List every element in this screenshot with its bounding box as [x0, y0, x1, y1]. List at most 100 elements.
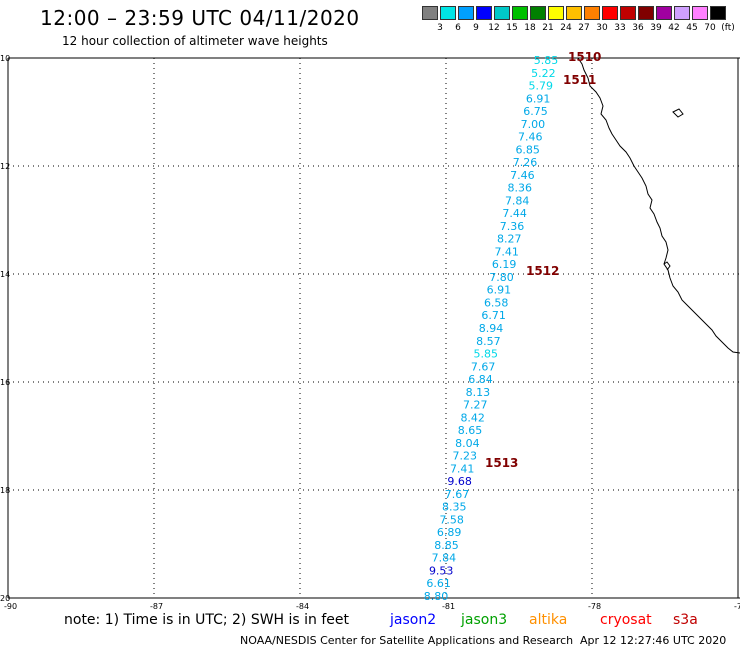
- pass-label: 1510: [568, 50, 601, 64]
- satellite-jason3: jason3: [461, 612, 508, 628]
- pass-number-labels: 1510 1511 1512 1513: [485, 50, 601, 470]
- units-note: note: 1) Time is in UTC; 2) SWH is in fe…: [64, 612, 350, 628]
- satellite-jason2: jason2: [390, 612, 437, 628]
- wave-height-value: 8.35: [442, 501, 467, 514]
- wave-height-value: 5.22: [531, 67, 556, 80]
- wave-height-value: 6.91: [487, 284, 512, 297]
- colorbar-swatch: [584, 6, 600, 20]
- lon-label: -78: [588, 602, 601, 611]
- colorbar-swatch: [710, 6, 726, 20]
- colorbar-swatch: [476, 6, 492, 20]
- colorbar-tick-label: 27: [578, 23, 590, 33]
- colorbar-tick-label: 70: [704, 23, 716, 33]
- lat-label: 14: [0, 270, 10, 279]
- colorbar-tick-label: 9: [473, 23, 479, 33]
- wave-height-value: 6.58: [484, 297, 509, 310]
- wave-height-value: 7.23: [453, 450, 478, 463]
- central-america-coastline: [577, 57, 740, 354]
- colorbar-swatch: [566, 6, 582, 20]
- colorbar-tick-label: 3: [437, 23, 443, 33]
- wave-height-value: 7.84: [505, 194, 530, 207]
- colorbar-tick-label: 42: [668, 23, 680, 33]
- wave-height-value: 8.80: [424, 590, 449, 603]
- lat-label: 18: [0, 486, 10, 495]
- colorbar-swatch: [620, 6, 636, 20]
- wave-height-value: 7.44: [502, 207, 527, 220]
- lon-label: -90: [4, 602, 17, 611]
- island: [672, 108, 684, 118]
- lat-label: 16: [0, 378, 10, 387]
- colorbar-tick-label: 6: [455, 23, 461, 33]
- wave-height-value: 8.42: [460, 411, 485, 424]
- colorbar-tick-label: 15: [506, 23, 518, 33]
- wave-height-value: 9.53: [429, 565, 454, 578]
- colorbar-swatch: [530, 6, 546, 20]
- satellite-s3a: s3a: [673, 612, 698, 628]
- wave-height-value: 6.91: [526, 92, 551, 105]
- wave-height-value: 6.75: [523, 105, 548, 118]
- lon-label: -75: [734, 602, 740, 611]
- wave-height-value: 8.13: [466, 386, 491, 399]
- wave-height-value: 8.65: [458, 424, 483, 437]
- lon-label: -81: [442, 602, 455, 611]
- lon-label: -87: [150, 602, 163, 611]
- pass-label: 1513: [485, 456, 518, 470]
- gulf-inlet: [663, 261, 671, 271]
- wave-height-value: 8.94: [479, 322, 504, 335]
- wave-height-value: 5.85: [474, 348, 499, 361]
- lat-label: 10: [0, 54, 10, 63]
- wave-height-value: 5.79: [529, 80, 554, 93]
- wave-height-value: 6.85: [515, 143, 540, 156]
- colorbar-tick-label: 21: [542, 23, 554, 33]
- coastline: [577, 57, 740, 354]
- wave-height-value: 7.80: [489, 271, 514, 284]
- colorbar-swatch: [512, 6, 528, 20]
- map-subtitle: 12 hour collection of altimeter wave hei…: [62, 34, 328, 48]
- lon-label: -84: [296, 602, 309, 611]
- wave-height-value: 7.00: [521, 118, 546, 131]
- colorbar-tick-label: 45: [686, 23, 698, 33]
- lat-lon-grid: -90 -87 -84 -81 -78 -75 10 12 14 16 18 20: [0, 54, 740, 611]
- wave-height-value: 8.85: [434, 539, 459, 552]
- satellite-altika: altika: [529, 612, 568, 628]
- map-title: 12:00 – 23:59 UTC 04/11/2020: [40, 6, 360, 30]
- wave-height-value: 7.41: [450, 462, 475, 475]
- wave-height-value: 8.27: [497, 233, 522, 246]
- wave-height-value: 7.67: [445, 488, 470, 501]
- wave-height-value: 6.84: [468, 373, 493, 386]
- wave-height-value: 8.04: [455, 437, 480, 450]
- colorbar-swatch: [458, 6, 474, 20]
- colorbar-swatch: [656, 6, 672, 20]
- wave-height-value: 6.61: [426, 577, 451, 590]
- generation-timestamp: Apr 12 12:27:46 UTC 2020: [580, 634, 727, 647]
- colorbar-tick-label: 18: [524, 23, 536, 33]
- colorbar-swatch: [440, 6, 456, 20]
- wave-height-value: 7.46: [510, 169, 535, 182]
- wave-height-value: 6.19: [492, 258, 517, 271]
- wave-height-value: 8.36: [508, 182, 533, 195]
- colorbar-tick-label: 33: [614, 23, 626, 33]
- wave-height-track: 5.855.225.796.916.757.007.466.857.267.46…: [424, 54, 559, 603]
- wave-height-value: 9.68: [447, 475, 472, 488]
- wave-height-value: 8.57: [476, 335, 501, 348]
- wave-height-value: 6.89: [437, 526, 462, 539]
- wave-height-value: 5.85: [534, 54, 559, 67]
- colorbar-tick-label: 24: [560, 23, 572, 33]
- colorbar-tick-label: 36: [632, 23, 644, 33]
- credit-line: NOAA/NESDIS Center for Satellite Applica…: [240, 634, 574, 647]
- pass-label: 1512: [526, 264, 559, 278]
- colorbar-tick-label: 30: [596, 23, 608, 33]
- colorbar-swatch: [638, 6, 654, 20]
- colorbar-swatch: [548, 6, 564, 20]
- colorbar-tick-label: 12: [488, 23, 500, 33]
- colorbar-swatch: [494, 6, 510, 20]
- satellite-cryosat: cryosat: [600, 612, 652, 628]
- wave-height-value: 7.27: [463, 399, 488, 412]
- wave-height-value: 6.71: [481, 309, 506, 322]
- pass-label: 1511: [563, 73, 596, 87]
- wave-height-value: 7.41: [494, 245, 519, 258]
- wave-height-value: 7.84: [432, 552, 457, 565]
- colorbar-swatch: [422, 6, 438, 20]
- colorbar-swatch: [692, 6, 708, 20]
